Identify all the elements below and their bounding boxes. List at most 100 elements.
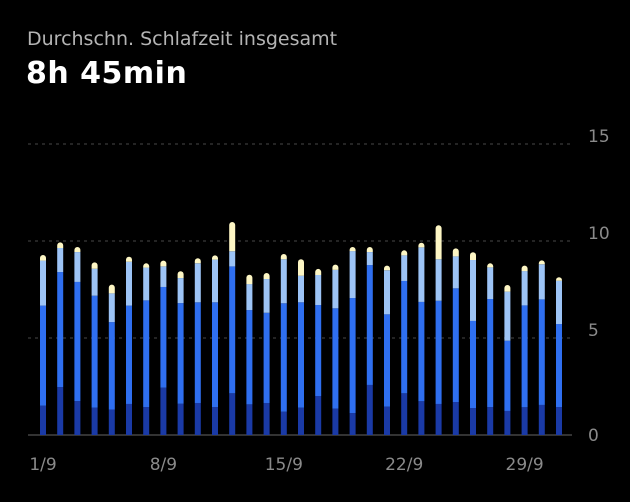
- bar-segment-awake: [435, 225, 442, 260]
- bar-segment-rem: [315, 274, 322, 306]
- bar-segment-deep: [556, 407, 562, 435]
- bar-segment-awake: [91, 262, 98, 269]
- bar-segment-deep: [229, 393, 236, 435]
- bar-segment-deep: [212, 407, 218, 435]
- bar-segment-rem: [384, 270, 390, 315]
- bar-segment-rem: [263, 279, 270, 313]
- bar-segment-light: [556, 324, 562, 408]
- bar-segment-light: [332, 308, 339, 409]
- bar-segment-rem: [298, 275, 304, 303]
- bar-segment-light: [126, 305, 132, 404]
- bar-segment-light: [315, 305, 322, 397]
- bar-segment-rem: [332, 269, 339, 309]
- bar-segment-rem: [470, 260, 476, 321]
- bar-segment-deep: [418, 401, 425, 435]
- bar-segment-deep: [452, 402, 459, 435]
- bar-segment-light: [229, 266, 236, 394]
- bar-segment-deep: [143, 407, 150, 435]
- bar-segment-deep: [384, 406, 390, 435]
- bar-segment-rem: [143, 267, 150, 301]
- bar-segment-awake: [194, 258, 201, 264]
- bar-segment-awake: [212, 255, 218, 260]
- bar-segment-light: [384, 314, 390, 407]
- bar-segment-deep: [470, 408, 476, 435]
- bar-segment-deep: [160, 387, 167, 435]
- bar-segment-deep: [246, 404, 253, 435]
- x-tick-label: 8/9: [150, 455, 177, 475]
- bar-segment-deep: [435, 403, 442, 435]
- bar-segment-deep: [280, 411, 287, 435]
- bar-segment-rem: [521, 271, 528, 306]
- bar-segment-awake: [538, 260, 545, 265]
- bar-segment-light: [40, 305, 46, 406]
- bar-segment-deep: [40, 405, 46, 435]
- y-tick-label: 5: [588, 321, 599, 341]
- bar-segment-deep: [401, 393, 408, 435]
- bar-segment-light: [280, 303, 287, 412]
- bar-segment-deep: [332, 408, 339, 435]
- bar-segment-rem: [160, 266, 167, 287]
- bar-segment-rem: [538, 264, 545, 300]
- bar-segment-light: [160, 286, 167, 388]
- bar-segment-rem: [401, 255, 408, 281]
- bar-segment-deep: [521, 407, 528, 435]
- bar-segment-light: [91, 295, 98, 408]
- bar-segment-awake: [108, 284, 115, 294]
- bar-segment-rem: [194, 263, 201, 303]
- bar-segment-deep: [315, 396, 322, 435]
- bar-segment-rem: [418, 247, 425, 302]
- average-sleep-value: 8h 45min: [26, 56, 188, 91]
- bar-segment-awake: [401, 250, 408, 256]
- bar-segment-deep: [538, 404, 545, 435]
- bar-segment-awake: [332, 264, 339, 270]
- bar-segment-light: [57, 272, 64, 388]
- bar-segment-rem: [556, 280, 562, 325]
- bar-segment-awake: [315, 268, 322, 275]
- bar-segment-rem: [108, 293, 115, 323]
- bar-segment-light: [504, 340, 511, 411]
- bar-segment-awake: [349, 247, 356, 252]
- chart-subtitle: Durchschn. Schlafzeit insgesamt: [27, 28, 338, 50]
- bar-segment-deep: [349, 413, 356, 435]
- bar-segment-rem: [435, 259, 442, 301]
- bar-segment-rem: [57, 247, 64, 273]
- bar-segment-light: [74, 281, 81, 402]
- bar-segment-awake: [126, 256, 132, 262]
- bar-segment-awake: [177, 271, 184, 279]
- bar-segment-deep: [74, 401, 81, 435]
- bar-segment-deep: [504, 410, 511, 435]
- bar-segment-deep: [487, 407, 494, 435]
- x-tick-label: 1/9: [29, 455, 56, 475]
- bar-segment-rem: [40, 260, 46, 306]
- bar-segment-deep: [263, 402, 270, 435]
- bar-segment-deep: [108, 409, 115, 435]
- bar-segment-light: [349, 298, 356, 414]
- bar-segment-rem: [280, 259, 287, 304]
- bar-segment-rem: [487, 267, 494, 300]
- bar-segment-deep: [177, 403, 184, 435]
- bar-segment-light: [212, 302, 218, 408]
- bar-segment-deep: [57, 387, 64, 435]
- bar-segment-awake: [384, 265, 390, 271]
- y-tick-label: 10: [588, 224, 610, 244]
- bar-segment-light: [452, 288, 459, 403]
- x-tick-label: 29/9: [506, 455, 544, 475]
- bar-segment-light: [538, 299, 545, 405]
- bar-segment-awake: [298, 259, 304, 276]
- bar-segment-deep: [126, 403, 132, 435]
- bar-segment-light: [263, 312, 270, 403]
- bar-segment-deep: [298, 407, 304, 435]
- bar-segment-light: [143, 300, 150, 408]
- bar-segment-awake: [40, 254, 46, 261]
- bar-segment-awake: [74, 247, 81, 253]
- bar-segment-light: [366, 265, 373, 385]
- bar-segment-awake: [521, 265, 528, 272]
- bar-segment-light: [487, 299, 494, 408]
- bar-segment-awake: [366, 247, 373, 253]
- bar-segment-rem: [91, 268, 98, 296]
- y-tick-label: 15: [588, 127, 610, 147]
- bar-segment-rem: [349, 251, 356, 299]
- bar-segment-light: [194, 302, 201, 403]
- bar-segment-awake: [418, 242, 425, 248]
- bar-segment-light: [298, 302, 304, 408]
